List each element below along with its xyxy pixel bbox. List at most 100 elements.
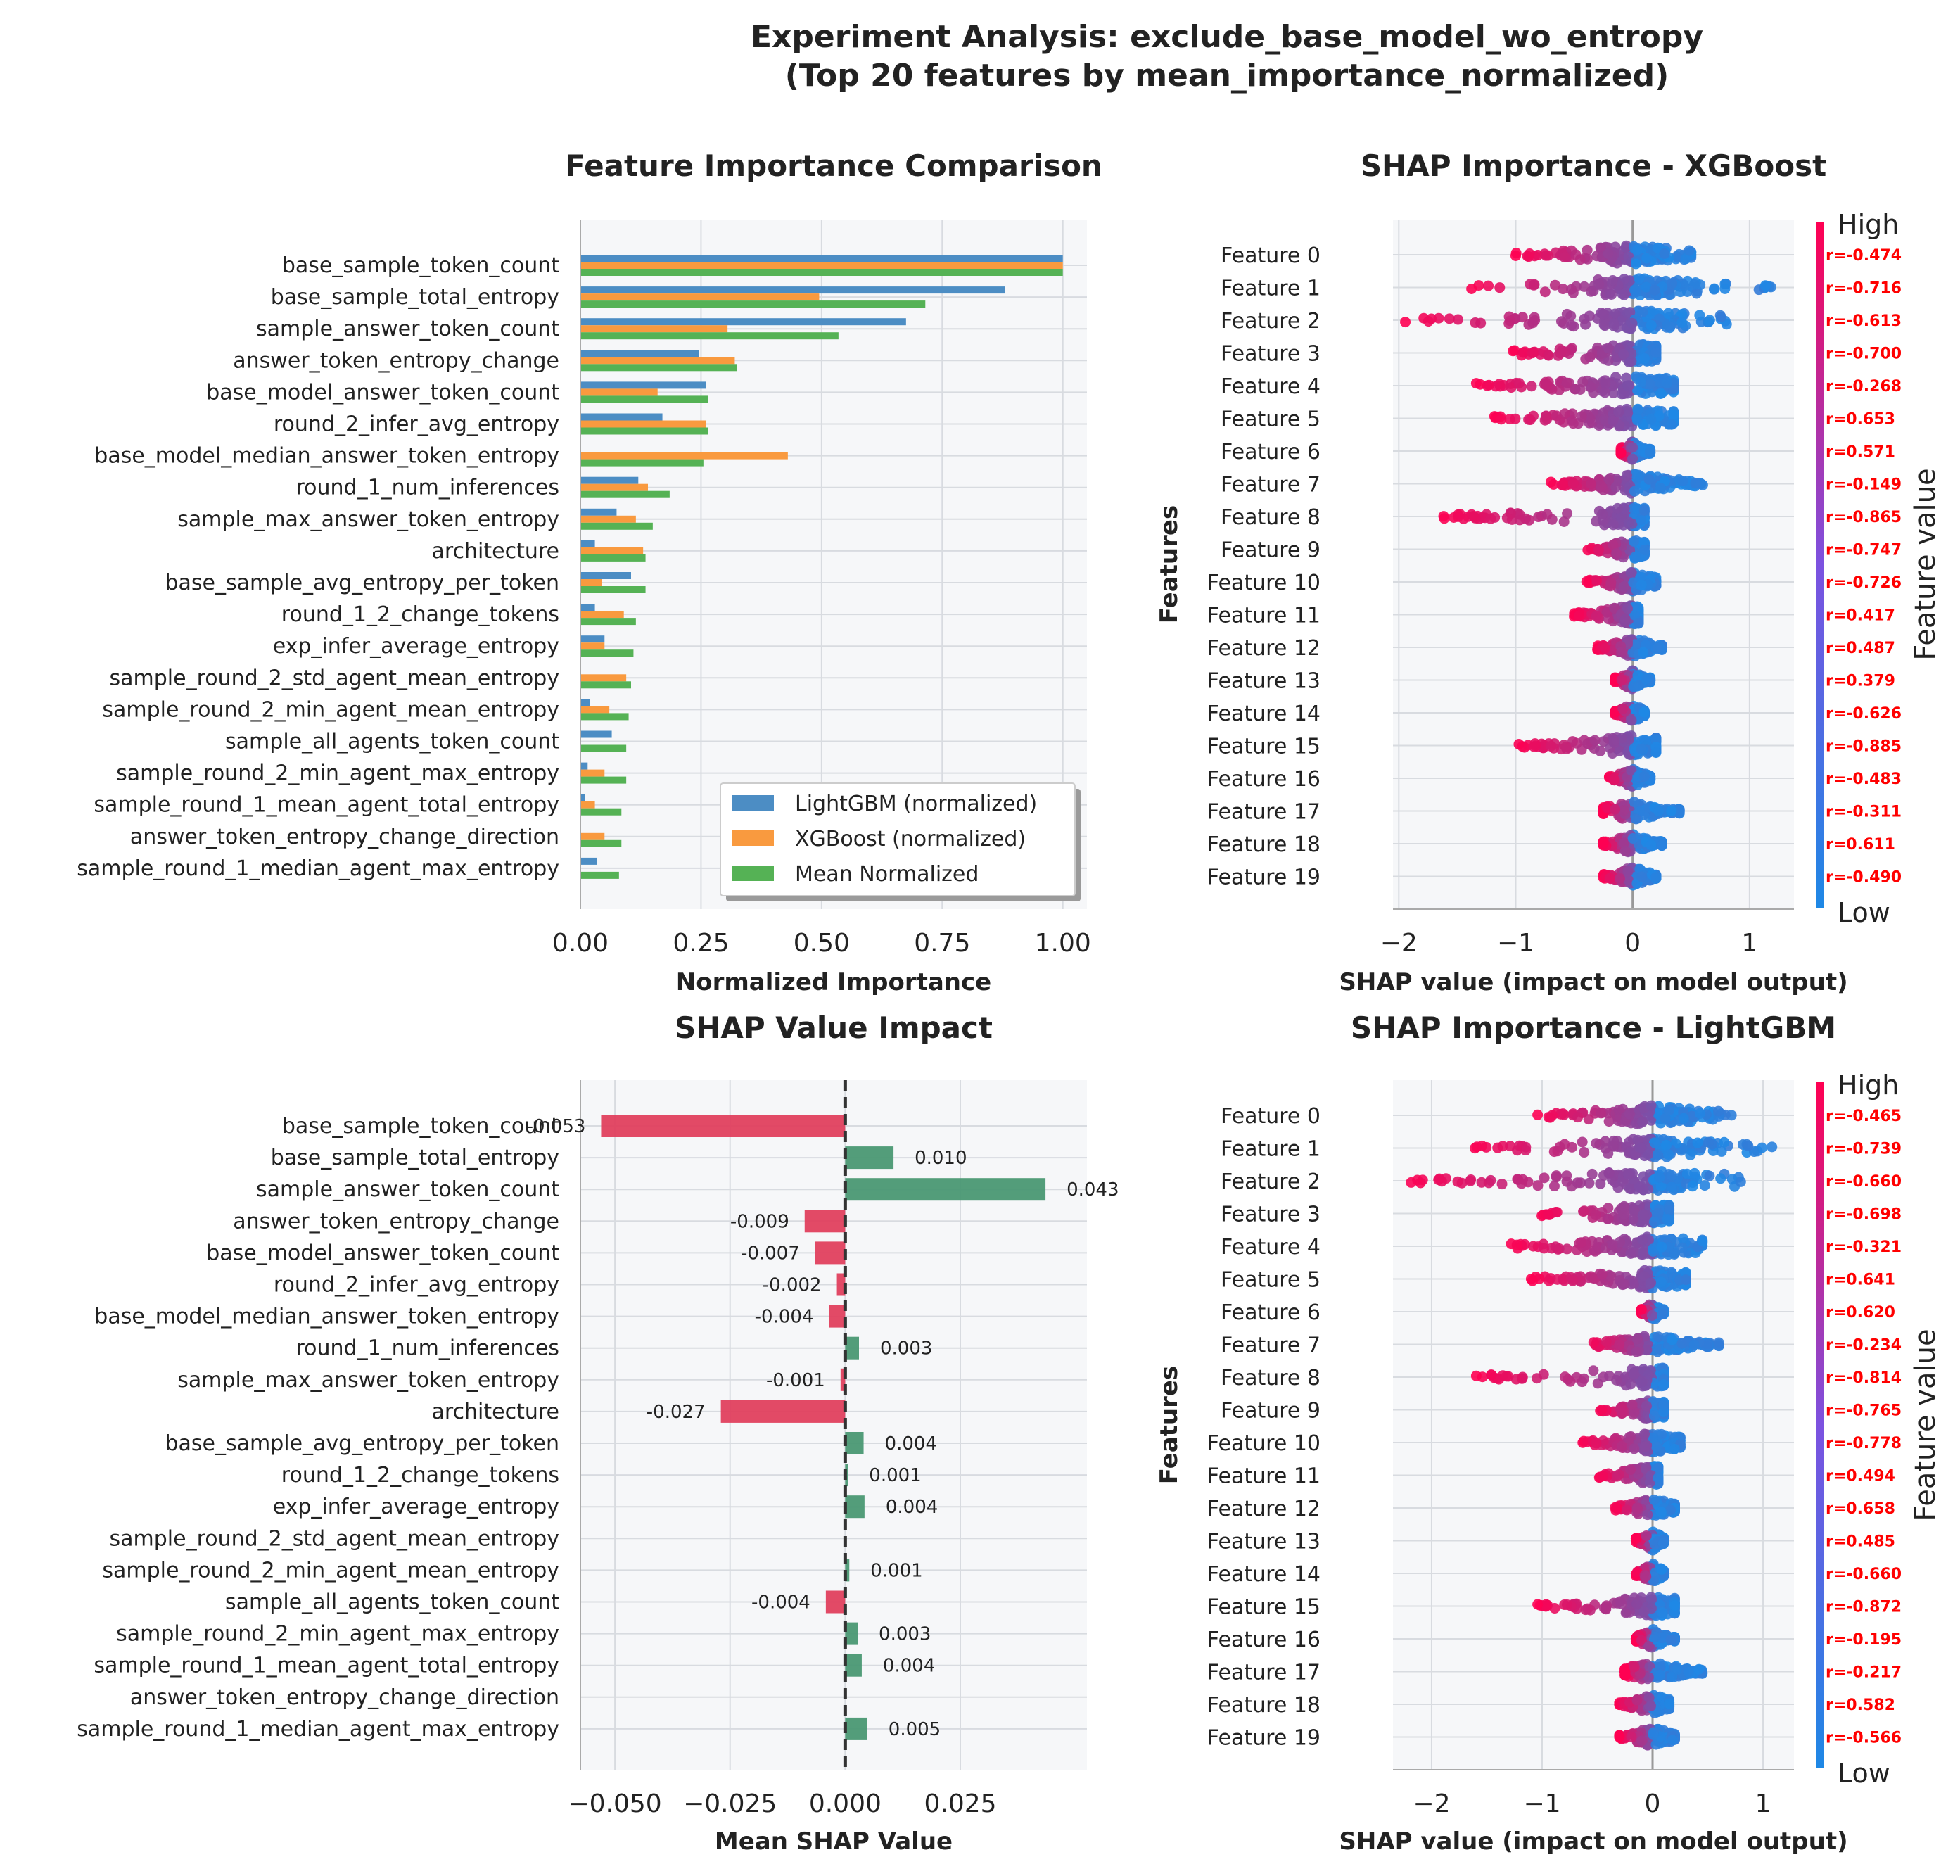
importance-bar-mean (580, 586, 646, 593)
shap-point (1628, 535, 1639, 547)
shap-correlation-label: r=0.379 (1826, 673, 1895, 690)
mean-shap-bar (601, 1115, 846, 1137)
mean-shap-xtick-labels: −0.050 −0.025 0.000 0.025 (568, 1789, 996, 1818)
mean-shap-ytick-labels: base_sample_token_countbase_sample_total… (77, 1114, 559, 1742)
mean-shap-ytick-label: base_model_answer_token_count (206, 1241, 559, 1265)
importance-ytick-label: round_2_infer_avg_entropy (274, 412, 559, 437)
shap-point (1603, 474, 1615, 486)
shap-point (1656, 840, 1667, 851)
shap-point (1539, 1243, 1550, 1254)
shap-point (1631, 1346, 1642, 1357)
shap-point (1486, 1369, 1497, 1381)
mean-shap-bar (845, 1178, 1046, 1201)
shap-point (1655, 388, 1666, 399)
shap-point (1636, 743, 1647, 754)
shap-point (1658, 1400, 1669, 1411)
shap-point (1715, 1173, 1726, 1184)
shap-point (1669, 1443, 1680, 1454)
importance-bar-mean (580, 427, 708, 435)
shap-point (1714, 310, 1726, 321)
shap-point (1596, 1108, 1607, 1119)
shap-point (1556, 345, 1567, 356)
shap-correlation-label: r=-0.483 (1826, 771, 1902, 788)
shap-point (1485, 1174, 1496, 1186)
shap-point (1548, 1181, 1560, 1192)
shap-point (1584, 413, 1596, 424)
shap-point (1517, 312, 1528, 323)
shap-point (1566, 284, 1577, 295)
shap-point (1608, 415, 1619, 426)
shap-point (1676, 1338, 1688, 1349)
shap-point (1555, 316, 1567, 327)
importance-ytick-label: sample_round_1_mean_agent_total_entropy (94, 793, 559, 818)
shap-point (1641, 1400, 1652, 1412)
importance-ytick-label: base_model_answer_token_count (206, 380, 559, 405)
mean-shap-ytick-label: sample_round_2_std_agent_mean_entropy (110, 1526, 560, 1551)
shap-ytick-label: Feature 2 (1221, 309, 1321, 334)
shap-point (1649, 1216, 1660, 1227)
mean-shap-value-label: 0.005 (889, 1719, 941, 1740)
shap-point (1590, 575, 1601, 586)
shap-point (1613, 1469, 1624, 1481)
shap-point (1655, 483, 1666, 494)
shap-point (1591, 610, 1602, 621)
shap-point (1676, 317, 1688, 328)
mean-shap-value-label: 0.004 (886, 1497, 938, 1518)
shap-point (1719, 279, 1731, 290)
importance-ytick-label: sample_round_2_min_agent_mean_entropy (102, 697, 559, 722)
shap-point (1458, 513, 1469, 524)
shap-correlation-label: r=-0.268 (1826, 378, 1902, 395)
shap-point (1628, 577, 1639, 588)
importance-bar-lightgbm (580, 318, 906, 326)
importance-ytick-label: base_sample_total_entropy (271, 285, 559, 310)
shap-point (1632, 385, 1643, 396)
shap-point (1625, 1464, 1636, 1476)
shap-ytick-label: Feature 9 (1221, 538, 1321, 563)
shap-point (1514, 509, 1525, 520)
shap-point (1516, 1178, 1527, 1189)
shap-point (1629, 609, 1641, 621)
shap-point (1632, 244, 1643, 255)
shap-point (1527, 1275, 1539, 1286)
shap-ytick-label: Feature 12 (1207, 636, 1321, 661)
importance-bar-xgboost (580, 293, 820, 301)
shap-xtick-label: 0 (1624, 929, 1641, 958)
mean-shap-bar (804, 1210, 846, 1233)
shap-point (1603, 1167, 1615, 1179)
legend-box (720, 782, 1076, 896)
shap-point (1624, 307, 1636, 318)
shap-point (1622, 603, 1633, 614)
shap-point (1558, 479, 1569, 490)
mean-shap-ytick-label: sample_round_2_min_agent_max_entropy (116, 1622, 559, 1647)
mean-shap-value-label: 0.004 (883, 1656, 935, 1677)
shap-point (1663, 1149, 1674, 1160)
shap-point (1644, 447, 1655, 458)
shap-point (1607, 1239, 1618, 1250)
shap-point (1709, 283, 1720, 294)
shap-point (1648, 1494, 1660, 1505)
importance-bar-lightgbm (580, 286, 1005, 294)
importance-bar-lightgbm (580, 857, 597, 865)
shap-point (1598, 736, 1609, 747)
shap-point (1650, 747, 1662, 759)
shap-point (1539, 286, 1551, 298)
shap-correlation-label: r=0.571 (1826, 443, 1895, 461)
figure-title: Experiment Analysis: exclude_base_model_… (751, 19, 1703, 55)
shap-point (1638, 1210, 1649, 1222)
shap-point (1605, 577, 1617, 588)
shap-point (1629, 1443, 1640, 1454)
shap-point (1496, 414, 1507, 425)
importance-bar-xgboost (580, 579, 602, 586)
shap-point (1595, 745, 1606, 756)
shap-ytick-label: Feature 13 (1207, 669, 1321, 694)
shap-point (1603, 343, 1614, 354)
importance-xtick-labels: 0.00 0.25 0.50 0.75 1.00 (552, 929, 1091, 958)
importance-bar-mean (580, 744, 627, 752)
importance-ytick-label: sample_round_1_median_agent_max_entropy (77, 856, 559, 881)
importance-bar-lightgbm (580, 762, 588, 770)
shap-ytick-label: Feature 0 (1221, 243, 1321, 268)
shap-point (1538, 1369, 1549, 1380)
shap-point (1579, 1147, 1590, 1158)
shap-point (1601, 1336, 1612, 1348)
mean-shap-ytick-label: round_2_infer_avg_entropy (274, 1273, 559, 1298)
